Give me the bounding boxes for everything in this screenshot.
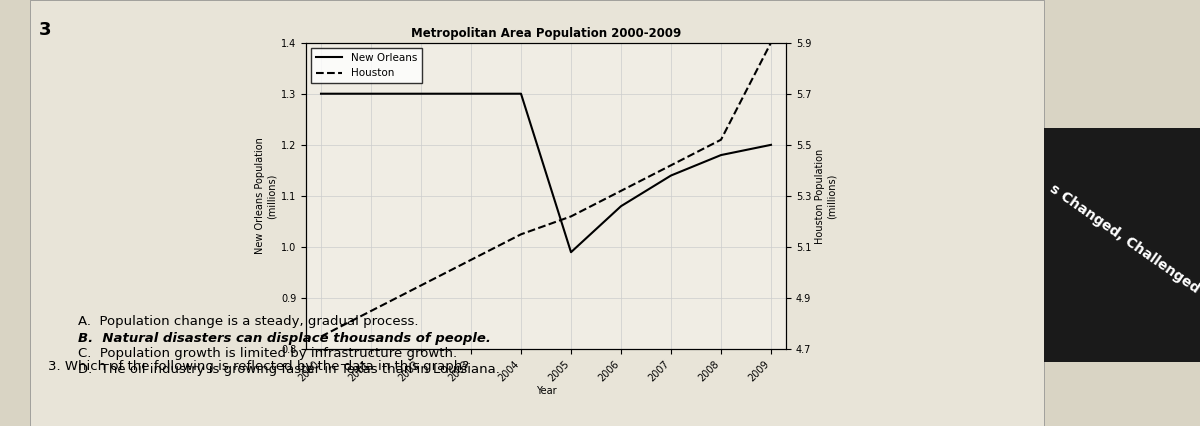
- Houston: [364, 308, 378, 314]
- Houston: [414, 283, 428, 288]
- New Orleans: [714, 153, 728, 158]
- New Orleans: [414, 91, 428, 96]
- Houston: [664, 163, 678, 168]
- Y-axis label: Houston Population
(millions): Houston Population (millions): [815, 148, 836, 244]
- Text: D.  The oil industry is growing faster in Texas than in Louisiana.: D. The oil industry is growing faster in…: [78, 363, 500, 377]
- Text: 3: 3: [38, 21, 50, 39]
- Legend: New Orleans, Houston: New Orleans, Houston: [311, 48, 422, 83]
- Houston: [464, 257, 479, 262]
- Text: 3. Which of the following is reflected by the data in this graph?: 3. Which of the following is reflected b…: [48, 360, 469, 373]
- New Orleans: [364, 91, 378, 96]
- Text: B.  Natural disasters can displace thousands of people.: B. Natural disasters can displace thousa…: [78, 332, 491, 345]
- New Orleans: [514, 91, 528, 96]
- New Orleans: [464, 91, 479, 96]
- New Orleans: [614, 204, 629, 209]
- Line: New Orleans: New Orleans: [322, 94, 772, 252]
- New Orleans: [314, 91, 329, 96]
- Houston: [564, 214, 578, 219]
- Houston: [514, 232, 528, 237]
- Houston: [714, 137, 728, 142]
- Text: C.  Population growth is limited by infrastructure growth.: C. Population growth is limited by infra…: [78, 347, 457, 360]
- New Orleans: [664, 173, 678, 178]
- Houston: [614, 188, 629, 193]
- New Orleans: [764, 142, 779, 147]
- New Orleans: [564, 250, 578, 255]
- Title: Metropolitan Area Population 2000-2009: Metropolitan Area Population 2000-2009: [410, 27, 682, 40]
- Text: A.  Population change is a steady, gradual process.: A. Population change is a steady, gradua…: [78, 315, 419, 328]
- Houston: [764, 40, 779, 45]
- Text: s Changed, Challenged: s Changed, Challenged: [1046, 181, 1200, 296]
- X-axis label: Year: Year: [535, 386, 557, 396]
- Line: Houston: Houston: [322, 43, 772, 337]
- Y-axis label: New Orleans Population
(millions): New Orleans Population (millions): [256, 138, 277, 254]
- Houston: [314, 334, 329, 339]
